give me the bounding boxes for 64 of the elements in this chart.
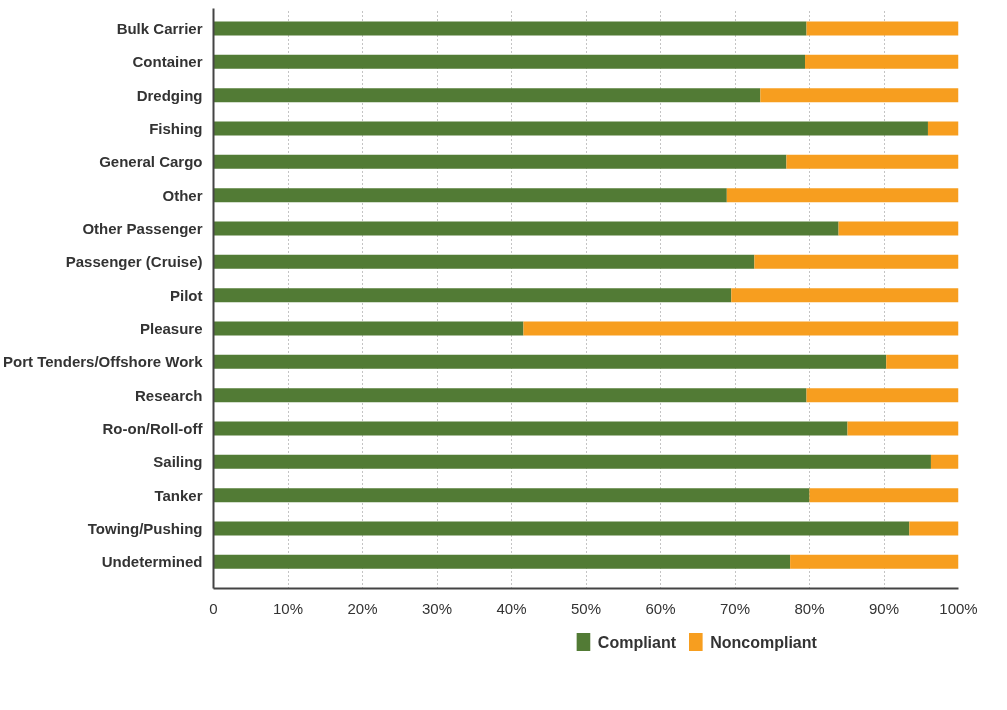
- x-tick-label: 90%: [868, 599, 900, 617]
- y-tick-label: General Cargo: [99, 153, 203, 171]
- bar: [847, 421, 959, 436]
- x-tick-label: 10%: [272, 599, 304, 617]
- x-tick-label: 60%: [645, 599, 676, 617]
- y-tick-label: Research: [134, 386, 203, 404]
- y-tick-label: Other: [162, 186, 203, 204]
- y-tick-label: Port Tenders/Offshore Work: [3, 353, 204, 371]
- bar: [213, 488, 810, 503]
- x-tick-label: 50%: [570, 599, 602, 617]
- bar: [213, 388, 807, 403]
- bar: [213, 54, 806, 69]
- legend-label: Compliant: [597, 633, 677, 651]
- bar: [760, 88, 959, 103]
- bar: [213, 554, 791, 569]
- bar: [790, 554, 959, 569]
- bar: [213, 188, 727, 203]
- bar: [786, 154, 959, 169]
- y-tick-label: Undetermined: [101, 553, 203, 571]
- y-tick-label: Pilot: [170, 286, 203, 304]
- bar: [213, 254, 755, 269]
- x-tick-label: 70%: [719, 599, 751, 617]
- bar: [754, 254, 959, 269]
- y-tick-label: Passenger (Cruise): [65, 253, 203, 271]
- x-tick-label: 100%: [939, 599, 978, 617]
- y-tick-label: Container: [132, 53, 203, 71]
- bar: [213, 354, 887, 369]
- x-tick-label: 20%: [347, 599, 378, 617]
- bar: [213, 88, 761, 103]
- bar: [927, 121, 959, 136]
- x-tick-label: 30%: [421, 599, 453, 617]
- y-tick-label: Ro-on/Roll-off: [102, 420, 204, 437]
- bar: [909, 521, 959, 536]
- x-tick-label: 40%: [496, 599, 527, 617]
- y-tick-label: Bulk Carrier: [116, 20, 203, 37]
- bar: [806, 388, 959, 403]
- x-tick-label: 80%: [794, 599, 825, 617]
- bar: [523, 321, 959, 336]
- y-tick-label: Towing/Pushing: [87, 520, 203, 537]
- bar: [930, 454, 959, 469]
- bar: [213, 454, 931, 469]
- bar: [213, 521, 910, 536]
- bar: [805, 54, 959, 69]
- y-tick-label: Other Passenger: [82, 220, 203, 237]
- bar: [213, 221, 839, 236]
- bar: [731, 288, 959, 303]
- y-tick-label: Fishing: [149, 120, 203, 137]
- y-tick-label: Pleasure: [139, 320, 203, 337]
- bar: [213, 421, 848, 436]
- bar: [806, 21, 959, 36]
- bar: [809, 488, 959, 503]
- bar: [213, 288, 732, 303]
- bar: [213, 321, 524, 336]
- y-tick-label: Tanker: [154, 486, 203, 504]
- bar: [838, 221, 959, 236]
- bar: [726, 188, 959, 203]
- y-tick-label: Sailing: [153, 453, 203, 471]
- y-tick-label: Dredging: [136, 86, 203, 104]
- bar: [213, 154, 787, 169]
- bar: [886, 354, 959, 369]
- x-tick-label: 0: [209, 599, 218, 617]
- bar: [213, 21, 807, 36]
- legend-label: Noncompliant: [710, 633, 818, 651]
- bar: [213, 121, 928, 136]
